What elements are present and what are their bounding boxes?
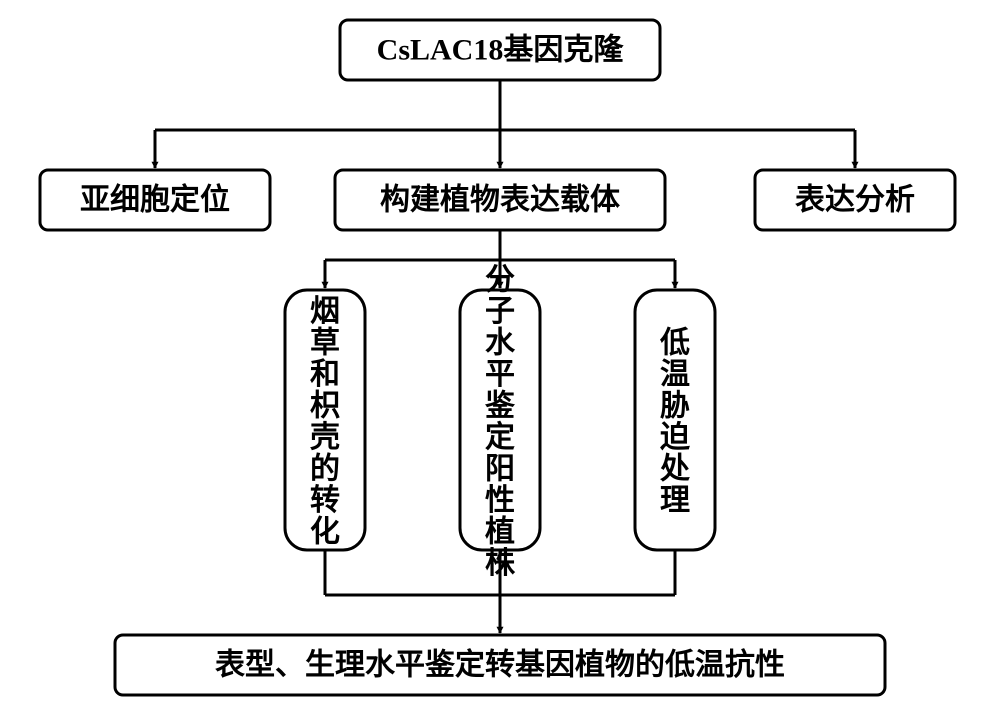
node-label: CsLAC18基因克隆 [377, 34, 625, 67]
node-l3a: 烟草和枳壳的转化 [285, 290, 365, 550]
node-label: 表达分析 [795, 184, 915, 217]
node-label: 分子水平鉴定阳性植株 [484, 264, 516, 581]
node-l2b: 构建植物表达载体 [335, 170, 665, 230]
node-label: 亚细胞定位 [80, 183, 230, 217]
node-label: 构建植物表达载体 [380, 184, 621, 217]
node-label: 低温胁迫处理 [659, 327, 691, 518]
node-l2c: 表达分析 [755, 170, 955, 230]
node-l3b: 分子水平鉴定阳性植株 [460, 264, 540, 581]
node-bottom: 表型、生理水平鉴定转基因植物的低温抗性 [115, 635, 885, 695]
node-label: 烟草和枳壳的转化 [310, 295, 340, 549]
node-label: 表型、生理水平鉴定转基因植物的低温抗性 [215, 648, 785, 682]
node-l2a: 亚细胞定位 [40, 170, 270, 230]
node-top: CsLAC18基因克隆 [340, 20, 660, 80]
node-l3c: 低温胁迫处理 [635, 290, 715, 550]
flowchart-canvas: CsLAC18基因克隆亚细胞定位 构建植物表达载体 表达分析烟草和枳壳的转化 分子水平… [0, 0, 1000, 719]
